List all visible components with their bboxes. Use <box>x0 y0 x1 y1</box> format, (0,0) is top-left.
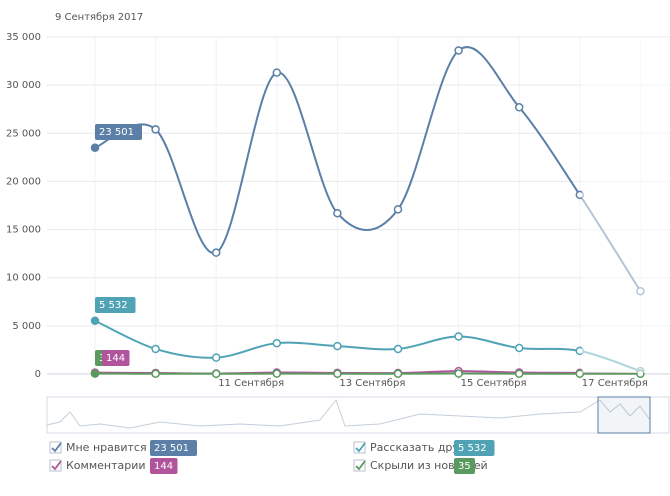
y-tick-label: 30 000 <box>6 80 41 91</box>
legend-checkbox[interactable] <box>49 459 62 472</box>
point <box>151 344 160 354</box>
x-tick-label: 15 Сентября <box>461 378 527 389</box>
point <box>151 369 160 378</box>
tooltip-label: 144 <box>106 353 125 364</box>
legend-value: 35 <box>458 461 471 472</box>
point <box>211 369 221 379</box>
point <box>211 248 221 257</box>
legend-checkbox[interactable] <box>353 459 366 472</box>
tooltip-label: 5 532 <box>99 300 128 311</box>
legend-label: Комментарии <box>66 459 146 472</box>
point <box>90 316 100 325</box>
navigator[interactable] <box>46 396 670 434</box>
legend-check <box>355 460 366 471</box>
y-tick-label: 15 000 <box>6 225 41 236</box>
legend-badge <box>454 458 475 474</box>
y-tick-label: 0 <box>35 369 41 380</box>
legend-label: Мне нравится <box>66 441 147 454</box>
legend-checkbox[interactable] <box>353 441 366 454</box>
point <box>514 103 524 112</box>
point <box>454 332 463 341</box>
point <box>211 353 221 362</box>
legend-value: 23 501 <box>154 443 189 454</box>
legend-checkbox[interactable] <box>49 441 62 454</box>
point <box>90 143 100 152</box>
series-line <box>94 319 641 373</box>
point <box>575 369 585 378</box>
point <box>454 369 463 378</box>
point <box>393 344 403 354</box>
point <box>514 369 524 378</box>
tooltip-label: 23 501 <box>99 127 134 138</box>
point <box>90 369 100 378</box>
series-line <box>94 46 642 292</box>
y-tick-label: 20 000 <box>6 176 41 187</box>
legend-badge <box>454 440 495 456</box>
legend-value: 144 <box>154 461 173 472</box>
point <box>333 208 342 218</box>
navigator-line <box>46 398 651 429</box>
legend-value: 5 532 <box>458 443 487 454</box>
point <box>151 125 160 134</box>
point <box>393 369 403 378</box>
point <box>514 343 524 353</box>
point <box>333 341 342 351</box>
point <box>393 205 403 214</box>
x-tick-label: 11 Сентября <box>218 378 284 389</box>
tooltip-badge <box>95 297 136 313</box>
x-tick-label: 13 Сентября <box>339 378 405 389</box>
tooltip-badge <box>95 124 142 140</box>
point <box>272 338 282 348</box>
chart-title: 9 Сентября 2017 <box>55 12 143 23</box>
legend-check <box>51 460 62 471</box>
y-tick-label: 5 000 <box>12 321 41 332</box>
point <box>333 369 342 378</box>
legend-check <box>51 442 62 453</box>
y-tick-label: 10 000 <box>6 273 41 284</box>
x-tick-label: 17 Сентября <box>582 378 648 389</box>
point <box>454 46 463 55</box>
y-tick-label: 25 000 <box>6 128 41 139</box>
tooltip-badge <box>102 350 130 366</box>
grid <box>47 36 670 375</box>
point <box>272 369 282 378</box>
legend-badge <box>150 458 178 474</box>
point <box>272 68 282 77</box>
y-tick-label: 35 000 <box>6 32 41 43</box>
legend-check <box>355 442 366 453</box>
future-fade <box>581 37 670 373</box>
navigator-window[interactable] <box>597 396 651 434</box>
legend-badge <box>150 440 197 456</box>
